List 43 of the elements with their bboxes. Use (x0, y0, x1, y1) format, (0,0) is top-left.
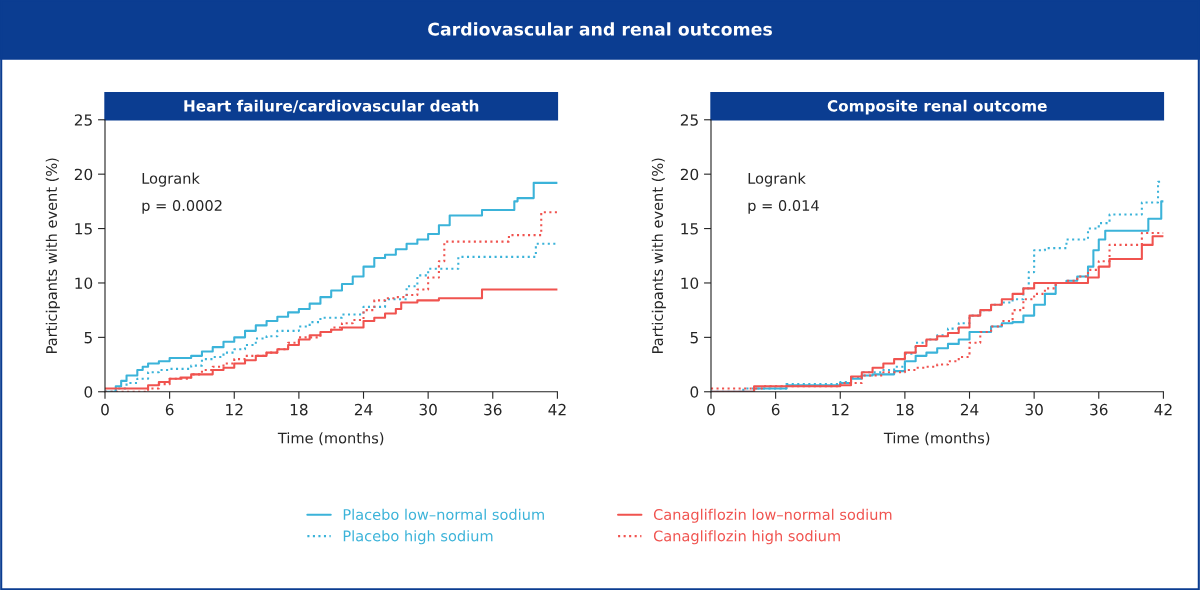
chart-title: Composite renal outcome (827, 99, 1047, 115)
x-tick-label: 18 (896, 403, 914, 416)
x-tick-label: 6 (771, 403, 780, 416)
y-tick-label: 10 (681, 277, 699, 289)
x-tick-label: 12 (832, 403, 849, 416)
y-tick-label: 25 (680, 114, 698, 126)
y-tick-label: 0 (690, 386, 699, 398)
y-axis-title: Participants with event (%) (45, 158, 60, 353)
y-tick-label: 25 (74, 114, 92, 126)
y-tick-label: 20 (74, 168, 93, 181)
y-tick-label: 5 (84, 332, 92, 344)
legend-label: Placebo low–normal sodium (343, 508, 544, 521)
y-tick-label: 10 (75, 277, 93, 289)
x-axis-title: Time (months) (883, 432, 990, 446)
chart-title: Heart failure/cardiovascular death (184, 99, 479, 113)
annotation: p = 0.014 (748, 200, 819, 214)
x-tick-label: 24 (354, 403, 373, 416)
x-tick-label: 18 (290, 403, 308, 416)
text: Cardiovascular and renal outcomes (428, 22, 772, 36)
y-axis-title: Participants with event (%) (651, 158, 666, 353)
legend-label: Canagliflozin high sodium (653, 530, 840, 545)
x-tick-label: 24 (960, 403, 979, 416)
x-tick-label: 36 (484, 403, 502, 416)
annotation: p = 0.0002 (142, 200, 222, 214)
x-tick-label: 0 (707, 403, 715, 416)
x-tick-label: 12 (226, 403, 243, 416)
legend-label: Placebo high sodium (343, 530, 493, 545)
x-tick-label: 42 (548, 403, 566, 416)
y-tick-label: 15 (75, 223, 92, 235)
x-tick-label: 36 (1090, 403, 1108, 416)
annotation: Logrank (142, 172, 200, 187)
x-axis-title: Time (months) (277, 432, 384, 446)
legend-label: Canagliflozin low–normal sodium (653, 508, 892, 523)
y-tick-label: 15 (681, 223, 698, 235)
x-tick-label: 0 (101, 403, 109, 416)
x-tick-label: 6 (165, 403, 174, 416)
y-tick-label: 20 (680, 168, 699, 181)
y-tick-label: 5 (690, 332, 698, 344)
x-tick-label: 30 (1025, 403, 1043, 416)
annotation: Logrank (748, 172, 806, 187)
x-tick-label: 42 (1154, 403, 1172, 416)
y-tick-label: 0 (84, 386, 93, 398)
x-tick-label: 30 (419, 403, 437, 416)
